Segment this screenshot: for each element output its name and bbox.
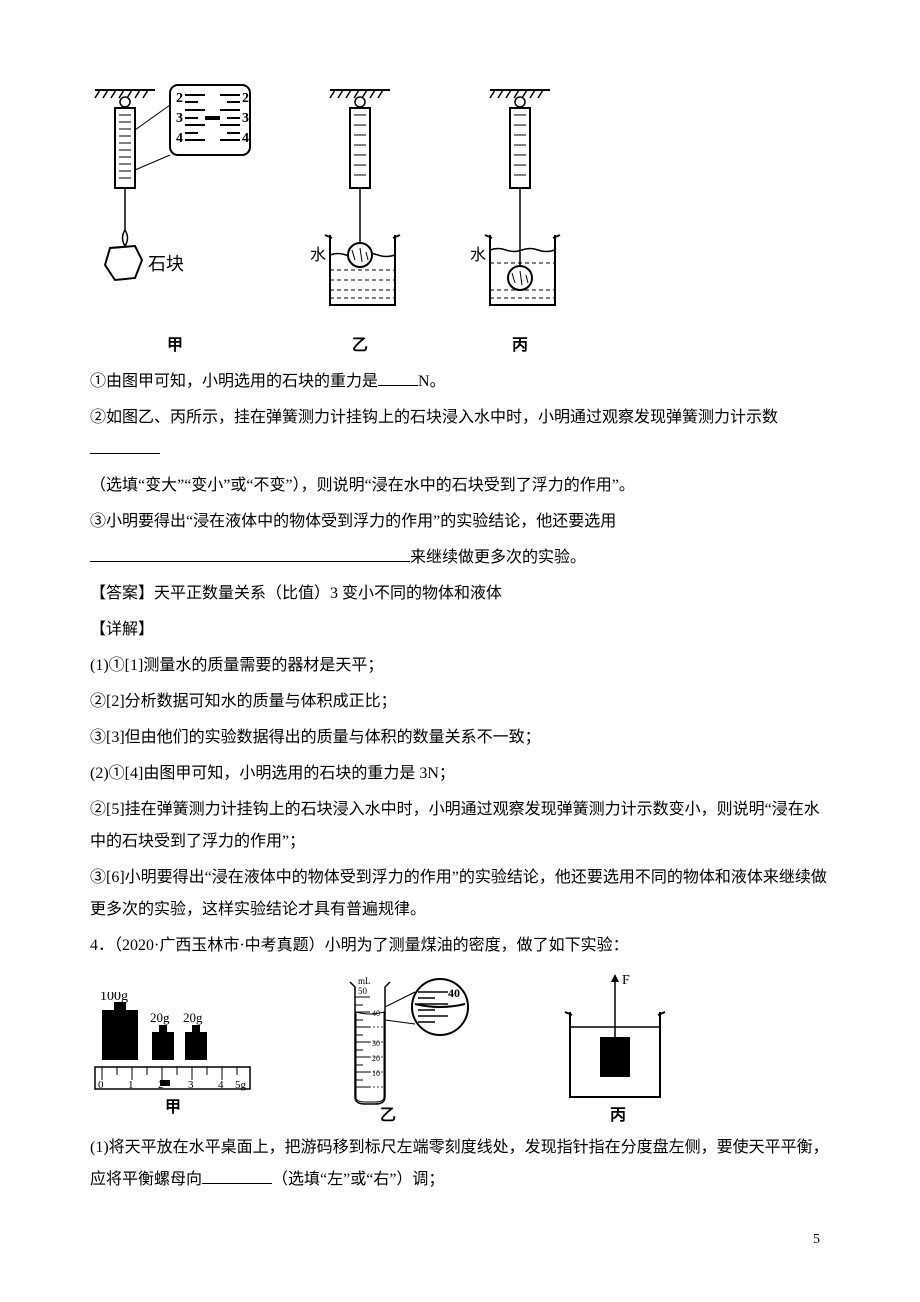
blank-reading: [90, 437, 160, 454]
svg-text:3: 3: [188, 1079, 194, 1091]
svg-text:2: 2: [158, 1079, 164, 1091]
detail-4: (2)①[4]由图甲可知，小明选用的石块的重力是 3N；: [90, 758, 830, 790]
svg-text:乙: 乙: [380, 1107, 396, 1122]
answer-text: 天平正数量关系（比值）3 变小不同的物体和液体: [154, 585, 502, 602]
label-bing: 丙: [460, 330, 580, 362]
svg-text:2: 2: [242, 91, 249, 106]
svg-text:20g: 20g: [150, 1010, 170, 1025]
answer-label: 【答案】: [90, 585, 154, 602]
svg-text:mL: mL: [358, 976, 371, 986]
question-2-hint: （选填“变大”“变小”或“不变”），则说明“浸在水中的石块受到了浮力的作用”。: [90, 470, 830, 502]
svg-text:10: 10: [372, 1069, 380, 1078]
blank-direction: [202, 1167, 272, 1184]
svg-text:40: 40: [448, 986, 460, 1000]
question-2: ②如图乙、丙所示，挂在弹簧测力计挂钩上的石块浸入水中时，小明通过观察发现弹簧测力…: [90, 402, 830, 466]
detail-2: ②[2]分析数据可知水的质量与体积成正比；: [90, 686, 830, 718]
detail-1: (1)①[1]测量水的质量需要的器材是天平；: [90, 650, 830, 682]
svg-text:20: 20: [372, 1054, 380, 1063]
question-3-blank: 来继续做更多次的实验。: [90, 542, 830, 574]
detail-5: ②[5]挂在弹簧测力计挂钩上的石块浸入水中时，小明通过观察发现弹簧测力计示数变小…: [90, 794, 830, 858]
detail-3: ③[3]但由他们的实验数据得出的质量与体积的数量关系不一致；: [90, 722, 830, 754]
svg-text:4: 4: [218, 1079, 224, 1091]
svg-text:1: 1: [128, 1079, 134, 1091]
svg-text:4: 4: [242, 131, 249, 146]
svg-text:2: 2: [176, 91, 183, 106]
answer-line: 【答案】天平正数量关系（比值）3 变小不同的物体和液体: [90, 578, 830, 610]
svg-text:水: 水: [310, 246, 326, 264]
question-1: ①由图甲可知，小明选用的石块的重力是N。: [90, 366, 830, 398]
figure-jia: 石块 2 3 4 2 3 4: [90, 80, 260, 320]
blank-weight: [378, 369, 418, 386]
svg-text:5g: 5g: [235, 1079, 247, 1091]
svg-text:3: 3: [242, 111, 249, 126]
figure4-jia: 100g 20g 20g 0 1 2 3 4 5g 甲: [90, 992, 260, 1122]
svg-text:50: 50: [358, 986, 368, 996]
figure4-bing: F 丙: [550, 972, 680, 1122]
svg-text:F: F: [622, 973, 630, 988]
svg-text:水: 水: [470, 246, 486, 264]
figure4-yi: mL 50 40 30 20 10: [320, 972, 490, 1122]
question-4-head: 4．（2020·广西玉林市·中考真题）小明为了测量煤油的密度，做了如下实验：: [90, 930, 830, 962]
label-yi: 乙: [300, 330, 420, 362]
svg-text:丙: 丙: [610, 1106, 626, 1122]
svg-text:4: 4: [176, 131, 183, 146]
detail-6: ③[6]小明要得出“浸在液体中的物体受到浮力的作用”的实验结论，他还要选用不同的…: [90, 862, 830, 926]
svg-text:3: 3: [176, 111, 183, 126]
detail-label: 【详解】: [90, 614, 830, 646]
svg-text:20g: 20g: [183, 1010, 203, 1025]
figure-bing: 水: [460, 80, 580, 320]
stone-label: 石块: [148, 254, 184, 274]
figure-set-1: 石块 2 3 4 2 3 4: [90, 80, 830, 320]
page-number: 5: [90, 1226, 830, 1254]
figure-set-4: 100g 20g 20g 0 1 2 3 4 5g 甲 mL 50: [90, 972, 830, 1122]
question-4-1: (1)将天平放在水平桌面上，把游码移到标尺左端零刻度线处，发现指针指在分度盘左侧…: [90, 1132, 830, 1196]
question-3: ③小明要得出“浸在液体中的物体受到浮力的作用”的实验结论，他还要选用: [90, 506, 830, 538]
svg-text:甲: 甲: [165, 1098, 181, 1116]
svg-text:30: 30: [372, 1039, 380, 1048]
figure1-labels: 甲 乙 丙: [90, 330, 830, 362]
label-jia: 甲: [90, 330, 260, 362]
figure-yi: 水: [300, 80, 420, 320]
svg-text:0: 0: [98, 1079, 104, 1091]
blank-materials: [90, 545, 410, 562]
svg-text:100g: 100g: [100, 992, 128, 1004]
